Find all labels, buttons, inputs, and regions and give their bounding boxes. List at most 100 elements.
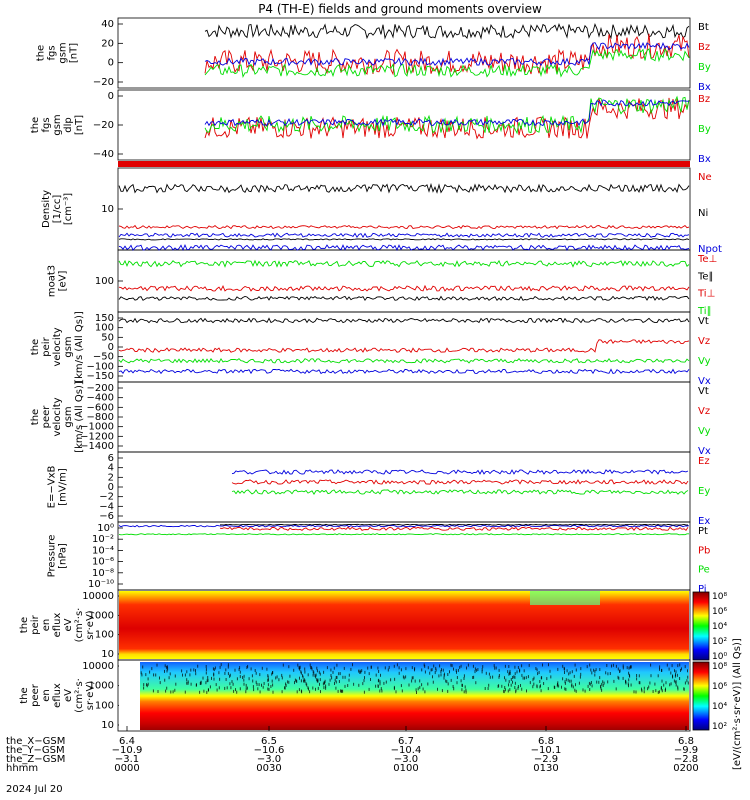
speckle-dot <box>159 681 161 685</box>
speckle-dot <box>344 675 346 679</box>
speckle-dot <box>370 665 372 669</box>
speckle-dot <box>381 689 383 693</box>
speckle-dot <box>450 663 452 667</box>
speckle-dot <box>182 673 183 677</box>
ytick-fgs-gsm-1-1: 20 <box>101 38 114 49</box>
speckle-dot <box>460 679 462 683</box>
speckle-dot <box>315 687 316 691</box>
speckle-dot <box>332 670 334 674</box>
speckle-dot <box>323 670 325 674</box>
speckle-dot <box>675 680 677 684</box>
speckle-dot <box>330 674 332 677</box>
speckle-dot <box>294 678 296 682</box>
panel-frame-efield <box>117 451 691 523</box>
ytick-pressure-4: 10⁻⁸ <box>92 568 114 579</box>
speckle-dot <box>254 669 256 672</box>
xaxis-value-1-2: −10.4 <box>391 745 422 756</box>
speckle-dot <box>441 689 443 693</box>
speckle-dot <box>396 663 398 667</box>
speckle-dot <box>414 679 416 683</box>
speckle-dot <box>528 663 530 667</box>
speckle-dot <box>375 684 377 688</box>
speckle-dot <box>362 682 364 686</box>
ylabel-peer-velocity-2: velocity <box>52 397 63 436</box>
speckle-dot <box>497 684 499 688</box>
speckle-dot <box>517 686 519 690</box>
speckle-dot <box>166 686 168 690</box>
speckle-dot <box>308 687 309 691</box>
xaxis-value-3-3: 0130 <box>533 763 558 774</box>
speckle-dot <box>367 666 369 670</box>
speckle-dot <box>312 673 314 677</box>
speckle-dot <box>476 668 478 672</box>
speckle-dot <box>270 685 272 688</box>
speckle-dot <box>519 669 521 673</box>
speckle-dot <box>484 687 486 690</box>
speckle-dot <box>214 666 216 670</box>
speckle-dot <box>379 689 381 693</box>
speckle-dot <box>675 683 677 687</box>
speckle-dot <box>459 665 461 669</box>
speckle-dot <box>591 671 593 675</box>
speckle-dot <box>272 671 273 675</box>
speckle-dot <box>513 675 515 679</box>
speckle-dot <box>304 667 306 671</box>
speckle-dot <box>540 684 541 688</box>
speckle-dot <box>419 679 421 683</box>
speckle-dot <box>589 682 591 686</box>
ytick-peir-velocity-2: 50 <box>101 332 114 343</box>
speckle-dot <box>505 678 507 682</box>
xaxis-value-0-4: 6.8 <box>678 736 694 747</box>
legend-density-Ni: Ni <box>698 208 708 219</box>
speckle-dot <box>393 687 395 691</box>
speckle-dot <box>462 683 463 687</box>
speckle-dot <box>546 677 548 681</box>
speckle-dot <box>199 690 201 694</box>
trace-peir-velocity-Vy <box>118 358 690 364</box>
speckle-dot <box>600 686 602 690</box>
speckle-dot <box>156 663 158 667</box>
speckle-dot <box>343 666 345 670</box>
speckle-dot <box>207 678 209 682</box>
speckle-dot <box>316 678 318 682</box>
speckle-dot <box>649 681 651 685</box>
speckle-dot <box>635 690 637 694</box>
speckle-dot <box>220 663 222 667</box>
speckle-dot <box>411 676 413 680</box>
speckle-dot <box>463 674 465 678</box>
speckle-dot <box>599 676 601 680</box>
speckle-dot <box>243 682 245 686</box>
speckle-dot <box>440 670 442 674</box>
speckle-dot <box>435 666 437 670</box>
speckle-dot <box>284 686 286 690</box>
speckle-dot <box>246 666 248 669</box>
speckle-dot <box>488 683 490 687</box>
speckle-dot <box>168 676 170 680</box>
speckle-dot <box>231 680 233 684</box>
speckle-dot <box>464 685 466 689</box>
speckle-dot <box>271 672 273 676</box>
speckle-dot <box>195 669 196 673</box>
xaxis-value-3-0: 0000 <box>114 763 139 774</box>
speckle-dot <box>288 680 290 684</box>
speckle-dot <box>398 666 400 670</box>
ytick-peir-velocity-6: −150 <box>87 371 114 382</box>
ylabel-pressure-0: Pressure <box>47 535 58 578</box>
speckle-dot <box>507 670 509 674</box>
speckle-dot <box>680 668 681 672</box>
speckle-dot <box>628 666 630 670</box>
speckle-dot <box>617 667 619 671</box>
xaxis-value-2-0: −3.1 <box>115 754 139 765</box>
speckle-dot <box>663 683 665 687</box>
ytick-efield-5: −4 <box>99 501 114 512</box>
speckle-dot <box>558 684 560 688</box>
ylabel-peir-velocity-2: velocity <box>52 327 63 366</box>
speckle-dot <box>437 687 438 691</box>
speckle-dot <box>165 689 167 693</box>
speckle-dot <box>296 690 298 694</box>
speckle-dot <box>465 690 467 694</box>
speckle-dot <box>316 669 318 673</box>
speckle-dot <box>509 669 511 673</box>
speckle-dot <box>172 690 174 694</box>
speckle-dot <box>315 673 317 677</box>
